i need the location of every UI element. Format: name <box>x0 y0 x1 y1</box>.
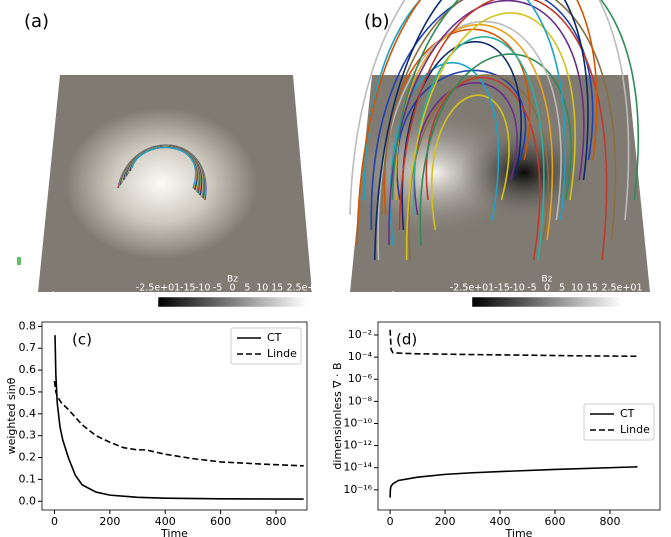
colorbar-tick-label: 2.5e+01 <box>286 283 327 294</box>
x-tick-label: 200 <box>99 515 120 528</box>
y-tick-label: 0.0 <box>19 494 37 507</box>
y-tick-label: 0.8 <box>19 319 37 332</box>
y-tick-label: 0.3 <box>19 429 37 442</box>
panel: (a) Time=0.0 Bz -2.5e+01 -15 -10 -5 0 5 10 15 2.5e+… <box>19 11 328 310</box>
y-axis-label: dimensionless ∇ · B <box>331 362 344 469</box>
colorbar-tick-label: 15 <box>271 283 283 294</box>
panel-label: (a) <box>24 11 49 32</box>
y-axis-label: weighted sinθ <box>5 377 18 454</box>
field-line <box>425 76 541 261</box>
x-tick-label: 0 <box>51 515 58 528</box>
colorbar-tick-label: -2.5e+01 <box>450 283 494 294</box>
field-line <box>381 0 617 241</box>
colorbar-title: Bz <box>542 275 553 285</box>
y-tick-label: 10⁻⁶ <box>348 372 373 385</box>
y-tick-label: 10⁻⁴ <box>348 350 373 363</box>
y-tick-label: 10⁻¹⁶ <box>343 483 372 496</box>
colorbar <box>157 296 308 308</box>
legend-label: CT <box>267 331 282 344</box>
colorbar-tick-label: -5 <box>213 283 222 294</box>
colorbar-tick-label: -15 <box>180 283 196 294</box>
x-tick-label: 400 <box>155 515 176 528</box>
panel-label: (b) <box>364 11 389 32</box>
x-tick-label: 600 <box>210 515 231 528</box>
field-line <box>373 0 589 261</box>
x-tick-label: 800 <box>265 515 286 528</box>
x-tick-label: 800 <box>599 515 620 528</box>
x-axis-label: Time <box>160 527 188 537</box>
series-line <box>389 466 638 498</box>
y-tick-label: 10⁻² <box>348 328 372 341</box>
x-tick-label: 200 <box>435 515 456 528</box>
field-line <box>430 94 510 231</box>
colorbar-tick-label: 2.5e+01 <box>601 283 642 294</box>
colorbar-tick-label: 5 <box>559 283 565 294</box>
time-label: Time=900.0 <box>379 289 491 310</box>
field-line <box>349 0 630 221</box>
x-tick-label: 600 <box>545 515 566 528</box>
y-tick-label: 0.7 <box>19 341 37 354</box>
y-tick-label: 0.6 <box>19 363 37 376</box>
colorbar-title: Bz <box>227 275 238 285</box>
colorbar-tick-label: -5 <box>527 283 536 294</box>
x-axis-label: Time <box>505 527 533 537</box>
panel: (b) Time=900.0 Bz -2.5e+01 -15 -10 -5 0 5 10 15 2.5… <box>349 0 650 310</box>
colorbar-tick-label: -15 <box>494 283 510 294</box>
colorbar-tick-label: -10 <box>509 283 525 294</box>
y-tick-label: 10⁻¹⁴ <box>343 461 372 474</box>
legend-label: Linde <box>620 423 650 436</box>
field-line <box>419 53 572 246</box>
panel-label: (d) <box>396 331 417 349</box>
magnetogram <box>38 75 312 292</box>
y-tick-label: 0.5 <box>19 385 37 398</box>
colorbar-tick-label: 10 <box>571 283 583 294</box>
legend-label: Linde <box>267 347 297 360</box>
plot-frame <box>41 321 308 511</box>
field-line <box>356 0 598 246</box>
field-line <box>408 74 549 261</box>
legend-box <box>230 327 302 365</box>
colorbar-tick-label: -2.5e+01 <box>136 283 180 294</box>
field-line <box>370 0 594 231</box>
x-tick-label: 400 <box>490 515 511 528</box>
x-tick-label: 0 <box>387 515 394 528</box>
colorbar-tick-label: 0 <box>229 283 235 294</box>
field-line <box>131 146 197 189</box>
field-line <box>389 61 500 246</box>
colorbar-tick-label: 5 <box>244 283 250 294</box>
legend-label: CT <box>620 407 635 420</box>
y-tick-label: 10⁻¹⁰ <box>343 416 372 429</box>
y-tick-label: 0.1 <box>19 472 37 485</box>
colorbar-tick-label: 15 <box>586 283 598 294</box>
field-line <box>405 12 576 261</box>
time-label: Time=0.0 <box>39 289 128 310</box>
y-tick-label: 0.4 <box>19 407 37 420</box>
series-line <box>54 335 304 500</box>
y-tick-label: 10⁻⁸ <box>348 394 373 407</box>
y-tick-label: 0.2 <box>19 451 37 464</box>
series-line <box>389 329 638 358</box>
field-line <box>398 0 608 261</box>
field-line <box>401 41 522 231</box>
field-line <box>391 0 640 201</box>
panel-label: (c) <box>72 331 92 349</box>
legend-box <box>583 403 655 441</box>
series-line <box>53 380 304 467</box>
field-line <box>388 0 585 246</box>
colorbar <box>471 296 623 308</box>
field-line <box>396 69 527 201</box>
colorbar-tick-label: -10 <box>195 283 211 294</box>
plot-frame <box>377 321 661 511</box>
y-tick-label: 10⁻¹² <box>343 439 372 452</box>
colorbar-tick-label: 10 <box>256 283 268 294</box>
field-line <box>363 0 566 221</box>
colorbar-tick-label: 0 <box>544 283 550 294</box>
